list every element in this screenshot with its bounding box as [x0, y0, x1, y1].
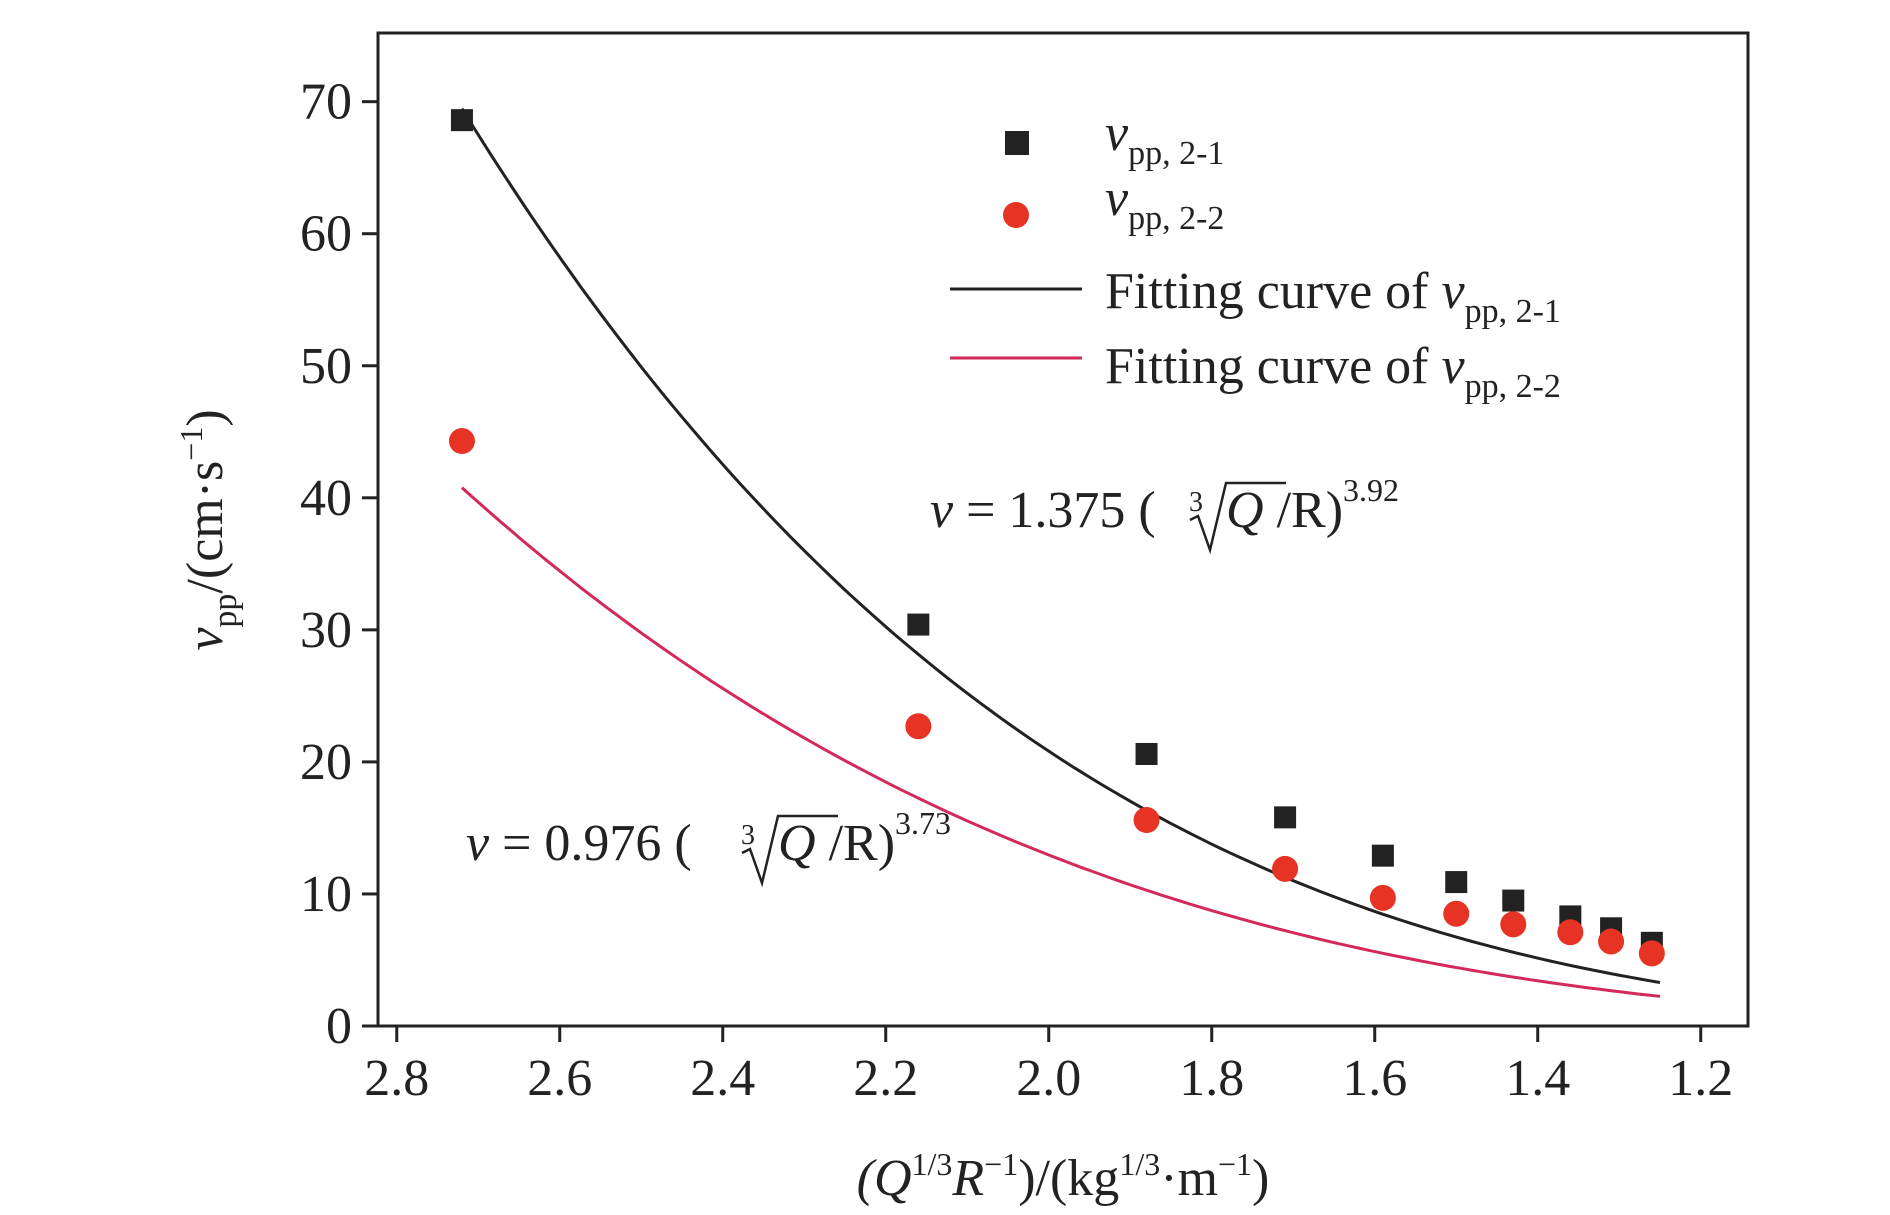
data-point-square: [907, 613, 930, 636]
legend-label-series-2: vpp, 2-2: [1105, 170, 1224, 237]
x-tick-label: 1.8: [1179, 1050, 1244, 1107]
x-axis-title: (Q1/3R−1)/(kg1/3·m−1): [857, 1146, 1270, 1207]
x-axis-title-part: 1/3: [912, 1146, 953, 1182]
legend-label-part: v: [1442, 263, 1466, 320]
legend-label-part: pp, 2-1: [1128, 135, 1224, 172]
equation-part: v: [466, 815, 490, 872]
data-point-circle: [1557, 919, 1584, 946]
data-point-circle: [905, 713, 932, 740]
fit-equation-2-rest: Q /R)3.73: [778, 805, 951, 872]
fit-curves: [460, 107, 1661, 998]
x-axis-title-part: −1: [984, 1146, 1018, 1182]
fit-equation-2-text: v = 0.976 (: [466, 815, 692, 872]
x-tick-label: 2.6: [527, 1050, 592, 1107]
data-point-square: [450, 109, 473, 132]
legend-label-fit-2: Fitting curve of vpp, 2-2: [1105, 338, 1561, 405]
data-point-square: [1274, 806, 1297, 829]
equation-part: = 1.375 (: [953, 482, 1156, 539]
legend-label-series-1: vpp, 2-1: [1105, 105, 1224, 172]
x-tick-label: 2.0: [1016, 1050, 1081, 1107]
data-point-square: [1502, 889, 1525, 912]
equation-part: = 0.976 (: [489, 815, 692, 872]
x-axis-title-part: ·m: [1160, 1150, 1218, 1207]
x-axis-ticks: 2.8 2.6 2.4 2.2 2.0 1.8 1.6 1.4 1.2: [364, 1026, 1733, 1107]
legend-label-fit-1: Fitting curve of vpp, 2-1: [1105, 263, 1561, 330]
equation-part: 3.73: [895, 805, 951, 841]
x-axis-title-part: −1: [1218, 1146, 1252, 1182]
fit-curve-2: [460, 486, 1661, 998]
fit-equation-1: v = 1.375 ( 3 Q /R)3.92: [930, 472, 1399, 555]
equation-part: /R): [816, 815, 895, 872]
fit-equation-2: v = 0.976 ( 3 Q /R)3.73: [466, 805, 951, 888]
x-tick-label: 1.2: [1668, 1050, 1733, 1107]
legend-label-part: Fitting curve of: [1105, 263, 1442, 320]
plot-frame: [376, 31, 1750, 1028]
x-tick-label: 2.2: [853, 1050, 918, 1107]
y-tick-label: 40: [300, 470, 352, 527]
x-axis-title-part: R: [951, 1150, 984, 1207]
y-axis-title-part: pp: [207, 594, 244, 628]
legend-label-part: v: [1105, 170, 1129, 227]
legend-label-part: pp, 2-2: [1465, 368, 1561, 405]
x-axis-title-part: 1/3: [1119, 1146, 1160, 1182]
data-point-circle: [448, 428, 475, 455]
equation-part: /R): [1264, 482, 1343, 539]
x-tick-label: 1.6: [1342, 1050, 1407, 1107]
fit-equation-1-text: v = 1.375 (: [930, 482, 1156, 539]
y-axis-title-part: ): [177, 409, 234, 426]
data-point-circle: [1443, 900, 1470, 927]
legend-marker-circle: [1003, 202, 1029, 228]
x-tick-label: 1.4: [1505, 1050, 1570, 1107]
data-point-circle: [1133, 807, 1160, 834]
data-point-circle: [1500, 911, 1527, 938]
y-tick-label: 20: [300, 734, 352, 791]
legend-label-part: v: [1105, 105, 1129, 162]
legend-marker-square: [1005, 131, 1029, 155]
equation-part: v: [930, 482, 954, 539]
equation-part: Q: [778, 815, 816, 872]
data-point-circle: [1369, 884, 1396, 911]
x-axis-title-part: (Q: [857, 1150, 912, 1207]
fit-equation-1-rest: Q /R)3.92: [1226, 472, 1399, 539]
data-point-square: [1445, 871, 1468, 894]
y-tick-label: 70: [300, 74, 352, 131]
data-point-square: [1135, 742, 1158, 765]
y-axis-title-part: /(cm·s: [177, 461, 234, 594]
legend-label-part: pp, 2-2: [1128, 200, 1224, 237]
legend-label-part: Fitting curve of: [1105, 338, 1442, 395]
y-axis-title: vpp/(cm·s−1): [173, 409, 244, 650]
legend-label-part: v: [1442, 338, 1466, 395]
x-axis-title-part: ): [1252, 1150, 1269, 1207]
y-axis-ticks: 0 10 20 30 40 50 60 70: [300, 74, 378, 1055]
legend: vpp, 2-1 vpp, 2-2 Fitting curve of vpp, …: [950, 105, 1561, 405]
data-markers: [448, 109, 1665, 967]
legend-label-part: pp, 2-1: [1465, 293, 1561, 330]
equation-part: 3.92: [1343, 472, 1399, 508]
y-tick-label: 60: [300, 206, 352, 263]
y-axis-title-part: −1: [173, 427, 209, 461]
x-tick-label: 2.4: [690, 1050, 755, 1107]
fit-curve-1: [460, 107, 1661, 984]
data-point-circle: [1272, 855, 1299, 882]
data-point-circle: [1638, 940, 1665, 967]
radical-sign: [741, 814, 838, 888]
y-tick-label: 10: [300, 866, 352, 923]
data-point-circle: [1598, 928, 1625, 955]
x-axis-title-part: )/(kg: [1018, 1150, 1119, 1207]
y-tick-label: 0: [326, 998, 352, 1055]
data-point-square: [1371, 844, 1394, 867]
x-tick-label: 2.8: [364, 1050, 429, 1107]
root-index: 3: [1189, 487, 1203, 518]
root-index: 3: [741, 820, 755, 851]
y-axis-title-part: v: [177, 627, 234, 651]
equation-part: Q: [1226, 482, 1264, 539]
radical-sign: [1189, 481, 1286, 555]
y-tick-label: 30: [300, 602, 352, 659]
y-tick-label: 50: [300, 338, 352, 395]
